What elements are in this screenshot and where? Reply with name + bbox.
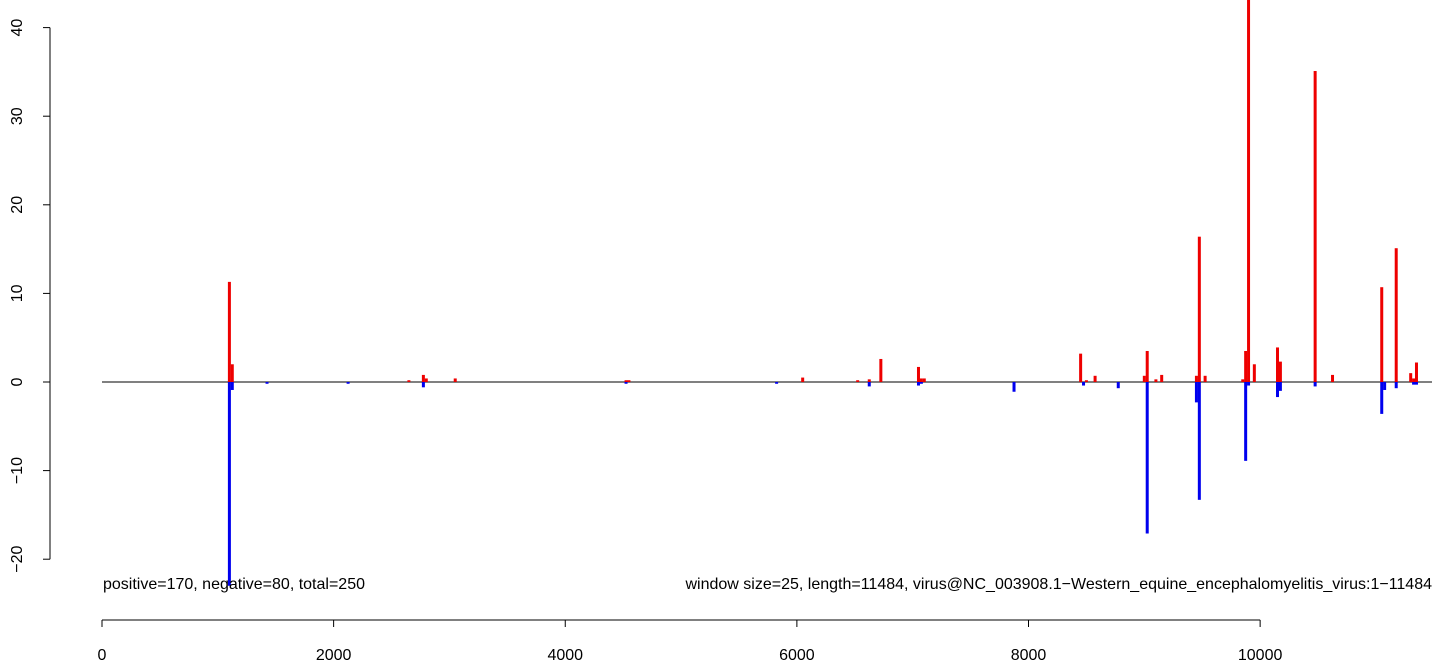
bar-positive <box>1409 373 1413 382</box>
x-tick-label: 0 <box>98 647 107 663</box>
bar-positive <box>1145 350 1149 382</box>
y-tick-label: −10 <box>9 457 26 484</box>
bar-positive <box>856 380 860 382</box>
negative-series <box>227 382 1418 586</box>
bar-positive <box>1380 287 1384 382</box>
bar-positive <box>879 358 883 382</box>
bar-positive <box>1154 379 1158 382</box>
bar-negative <box>867 382 871 387</box>
y-tick-label: 0 <box>9 377 26 386</box>
bar-positive <box>453 378 457 382</box>
bar-negative <box>1012 382 1016 392</box>
y-tick-label: 30 <box>9 107 26 125</box>
bar-positive <box>922 378 926 382</box>
bar-positive <box>1252 364 1256 382</box>
bar-negative <box>230 382 234 390</box>
x-tick-label: 10000 <box>1238 647 1283 663</box>
bar-positive <box>1276 347 1280 382</box>
bar-negative <box>1383 382 1387 390</box>
bar-negative <box>1380 382 1384 414</box>
bar-negative <box>227 382 231 586</box>
bar-negative <box>1194 382 1198 403</box>
bar-positive <box>424 378 428 382</box>
bar-positive <box>801 377 805 382</box>
bar-positive <box>867 379 871 382</box>
bar-negative <box>1244 382 1248 461</box>
bar-positive <box>1412 378 1416 382</box>
bar-positive <box>1394 248 1398 382</box>
bar-positive <box>919 378 923 382</box>
bar-positive <box>1241 379 1245 382</box>
bar-positive <box>1084 380 1088 382</box>
bar-positive <box>1278 361 1282 382</box>
bar-positive <box>1197 236 1201 382</box>
bar-positive <box>1331 374 1335 382</box>
window-annotation: window size=25, length=11484, virus@NC_0… <box>684 576 1432 593</box>
bar-positive <box>1414 362 1418 382</box>
counts-annotation: positive=170, negative=80, total=250 <box>103 576 365 593</box>
bar-positive <box>624 380 628 382</box>
y-tick-label: 20 <box>9 196 26 214</box>
bar-positive <box>1313 71 1317 382</box>
bar-negative <box>1414 382 1418 385</box>
x-axis: 0 2000 4000 6000 8000 10000 <box>98 619 1283 663</box>
bar-positive <box>1142 375 1146 382</box>
bar-negative <box>919 382 923 384</box>
bar-negative <box>1313 382 1317 387</box>
bar-negative <box>775 382 779 384</box>
bar-positive <box>1203 375 1207 382</box>
bar-negative <box>1278 382 1282 391</box>
y-tick-label: 10 <box>9 284 26 302</box>
bar-positive <box>1194 375 1198 382</box>
y-axis: −20 −10 0 10 20 30 40 <box>9 19 51 573</box>
bar-positive <box>916 366 920 382</box>
x-tick-label: 4000 <box>547 647 583 663</box>
bar-negative <box>1116 382 1120 389</box>
bar-positive <box>1079 353 1083 382</box>
bar-positive <box>627 380 631 382</box>
bar-positive <box>421 374 425 382</box>
bar-negative <box>1394 382 1398 389</box>
bar-positive <box>1160 374 1164 382</box>
bar-negative <box>1247 382 1251 386</box>
bar-positive <box>1093 375 1097 382</box>
bar-positive <box>227 281 231 382</box>
bar-negative <box>1197 382 1201 500</box>
positive-series <box>227 0 1418 383</box>
bar-negative <box>1082 382 1086 386</box>
bar-negative <box>346 382 350 384</box>
bar-negative <box>1412 382 1416 385</box>
x-tick-label: 8000 <box>1011 647 1047 663</box>
bar-negative <box>421 382 425 388</box>
bar-negative <box>916 382 920 386</box>
bar-negative <box>1145 382 1149 534</box>
x-tick-label: 6000 <box>779 647 815 663</box>
x-tick-label: 2000 <box>316 647 352 663</box>
y-tick-label: 40 <box>9 19 26 37</box>
bar-positive <box>407 380 411 382</box>
bar-positive <box>1244 350 1248 382</box>
bar-positive <box>230 364 234 382</box>
bar-negative <box>1276 382 1280 398</box>
y-tick-label: −20 <box>9 546 26 573</box>
bar-negative <box>265 382 269 384</box>
bar-positive <box>1247 0 1251 383</box>
bar-negative <box>624 382 628 384</box>
